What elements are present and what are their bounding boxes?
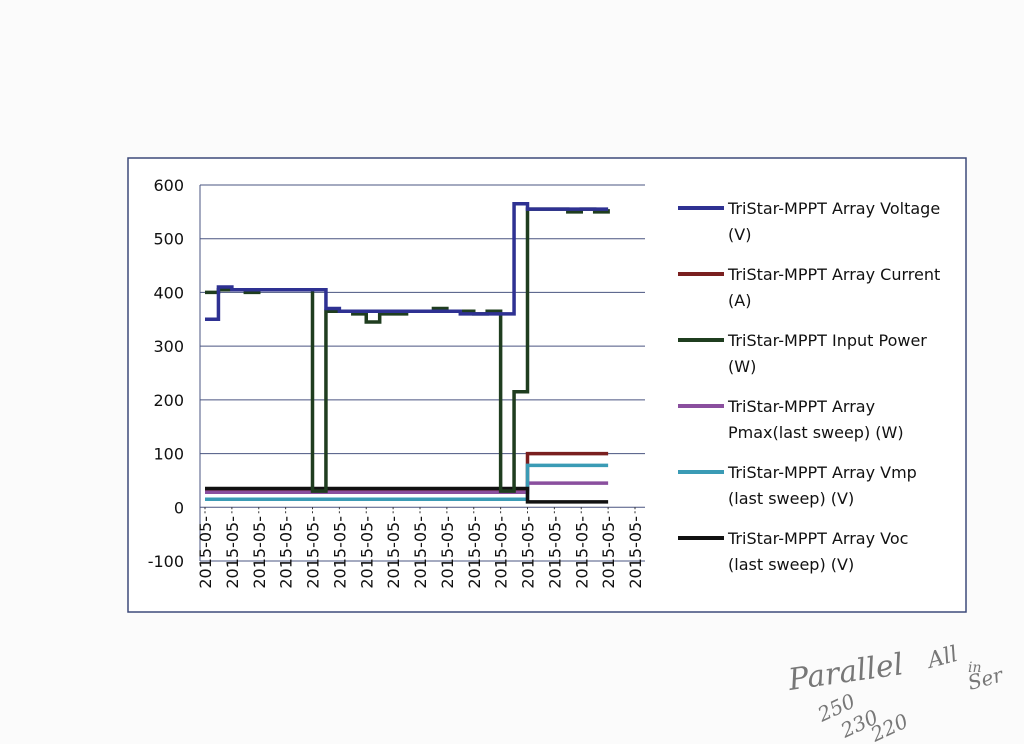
legend-label: TriStar-MPPT Array Voc (last sweep) (V)	[728, 529, 909, 574]
x-tick-label: 2015-05-	[304, 516, 323, 589]
y-tick-label: 0	[174, 498, 184, 517]
legend-swatch	[678, 338, 724, 342]
legend-item: TriStar-MPPT Array Pmax(last sweep) (W)	[678, 394, 948, 460]
series-line	[205, 202, 609, 322]
y-tick-label: 500	[153, 230, 184, 249]
legend-swatch	[678, 536, 724, 540]
x-tick-label: 2015-05-	[277, 516, 296, 589]
legend-item: TriStar-MPPT Array Current (A)	[678, 262, 948, 328]
x-tick-label: 2015-05-	[545, 516, 564, 589]
x-tick-label: 2015-05-	[599, 516, 618, 589]
legend-swatch	[678, 404, 724, 408]
x-tick-label: 2015-05-	[384, 516, 403, 589]
x-tick-label: 2015-05-	[519, 516, 538, 589]
legend-label: TriStar-MPPT Array Pmax(last sweep) (W)	[728, 397, 904, 442]
x-tick-label: 2015-05-	[572, 516, 591, 589]
legend-label: TriStar-MPPT Array Vmp (last sweep) (V)	[728, 463, 917, 508]
x-tick-label: 2015-05-	[223, 516, 242, 589]
y-tick-label: 600	[153, 176, 184, 195]
x-tick-label: 2015-05-	[250, 516, 269, 589]
legend-label: TriStar-MPPT Input Power (W)	[728, 331, 927, 376]
legend-item: TriStar-MPPT Array Voltage (V)	[678, 196, 948, 262]
y-tick-label: 100	[153, 445, 184, 464]
legend-swatch	[678, 206, 724, 210]
series-line	[205, 481, 609, 494]
x-tick-label: 2015-05-	[438, 516, 457, 589]
x-tick-label: 2015-05-	[465, 516, 484, 589]
legend: TriStar-MPPT Array Voltage (V) TriStar-MP…	[678, 196, 948, 592]
legend-item: TriStar-MPPT Array Vmp (last sweep) (V)	[678, 460, 948, 526]
legend-item: TriStar-MPPT Array Voc (last sweep) (V)	[678, 526, 948, 592]
x-tick-label: 2015-05-	[330, 516, 349, 589]
chart-frame	[127, 157, 967, 613]
y-tick-label: 200	[153, 391, 184, 410]
x-tick-label: 2015-05-	[196, 516, 215, 589]
legend-swatch	[678, 470, 724, 474]
annotation: All	[923, 642, 960, 674]
annotation: in	[968, 660, 982, 676]
x-tick-label: 2015-05-	[411, 516, 430, 589]
legend-label: TriStar-MPPT Array Current (A)	[728, 265, 941, 310]
y-tick-label: 400	[153, 283, 184, 302]
series-line	[205, 463, 609, 501]
legend-label: TriStar-MPPT Array Voltage (V)	[728, 199, 941, 244]
x-tick-label: 2015-05-	[492, 516, 511, 589]
series-line	[205, 486, 609, 504]
x-tick-label: 2015-05-	[626, 516, 645, 589]
y-tick-label: -100	[148, 552, 184, 571]
legend-swatch	[678, 272, 724, 276]
x-tick-label: 2015-05-	[357, 516, 376, 589]
legend-item: TriStar-MPPT Input Power (W)	[678, 328, 948, 394]
y-tick-label: 300	[153, 337, 184, 356]
